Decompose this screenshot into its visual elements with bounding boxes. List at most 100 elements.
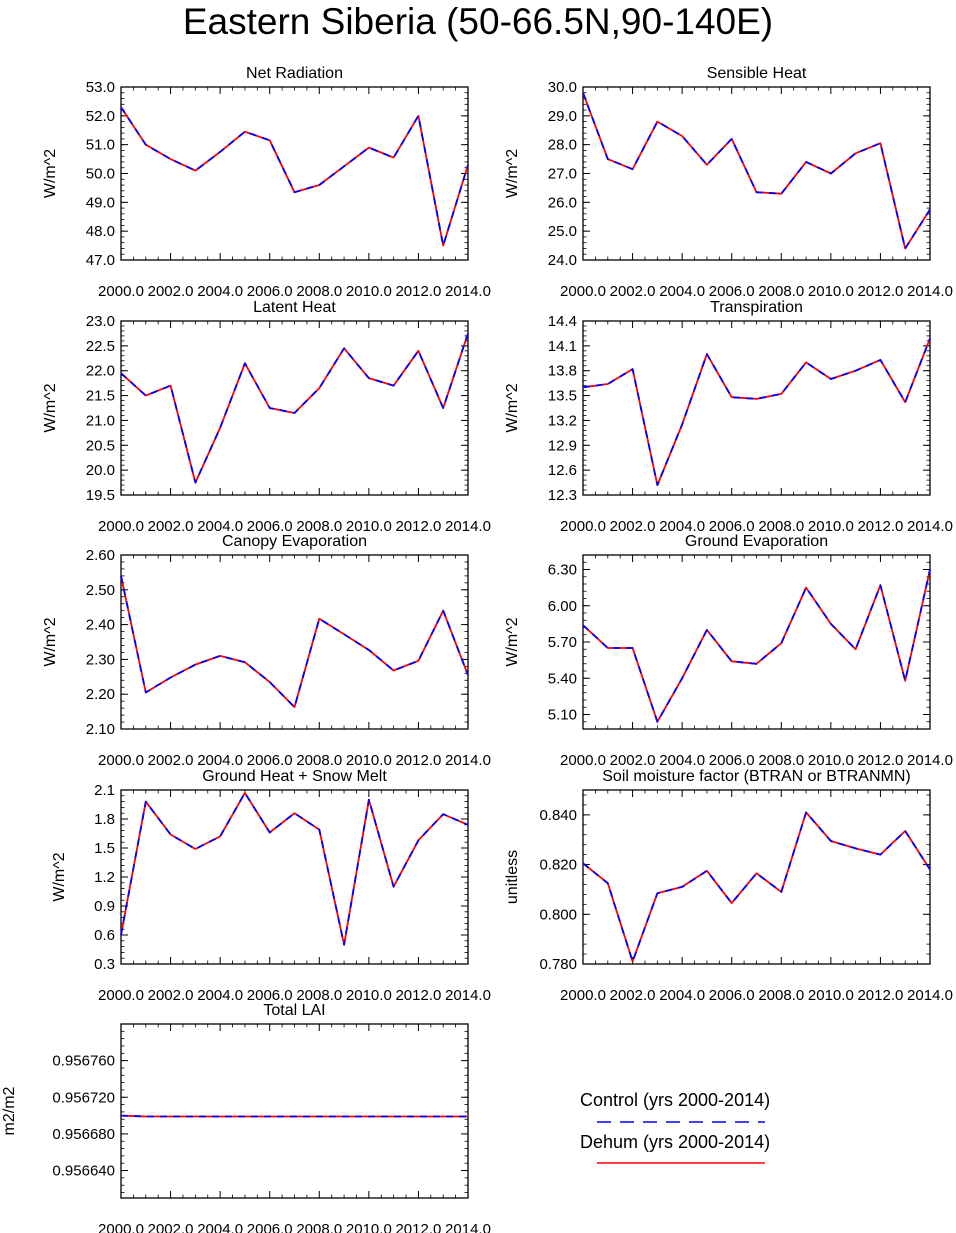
y-tick-label: 0.800 (539, 906, 577, 923)
plot-frame (120, 1023, 469, 1199)
x-tick-label: 2000.0 (98, 283, 144, 300)
x-tick-label: 2004.0 (659, 987, 705, 1004)
y-tick-label: 52.0 (86, 108, 115, 125)
y-tick-label: 47.0 (86, 252, 115, 269)
y-tick-label: 0.840 (539, 807, 577, 824)
plot-frame (582, 554, 931, 730)
y-tick-label: 51.0 (86, 137, 115, 154)
y-tick-label: 22.0 (86, 363, 115, 380)
y-tick-label: 25.0 (548, 223, 577, 240)
x-tick-label: 2010.0 (808, 518, 854, 535)
x-tick-label: 2002.0 (148, 1221, 194, 1233)
x-tick-label: 2000.0 (98, 1221, 144, 1233)
series-line-dehum (120, 575, 469, 708)
series-line-control (120, 792, 469, 946)
x-tick-label: 2000.0 (98, 752, 144, 769)
x-tick-label: 2014.0 (445, 752, 491, 769)
x-tick-label: 2004.0 (659, 752, 705, 769)
plot-frame (120, 86, 469, 261)
y-tick-label: 20.0 (86, 462, 115, 479)
series-line-control (120, 333, 469, 484)
x-tick-label: 2002.0 (148, 752, 194, 769)
y-tick-label: 24.0 (548, 252, 577, 269)
legend-label-control: Control (yrs 2000-2014) (580, 1090, 771, 1110)
y-tick-label: 1.5 (94, 840, 115, 857)
x-tick-label: 2000.0 (98, 987, 144, 1004)
y-tick-label: 6.00 (548, 598, 577, 615)
series-line-dehum (582, 811, 931, 963)
y-tick-label: 0.3 (94, 956, 115, 973)
y-axis-label: W/m^2 (42, 149, 59, 198)
y-tick-label: 5.10 (548, 707, 577, 724)
plot-frame (582, 86, 931, 261)
plot-frame (120, 320, 469, 496)
chart-title: Transpiration (710, 299, 803, 316)
y-tick-label: 28.0 (548, 137, 577, 154)
y-axis-label: W/m^2 (42, 617, 59, 666)
x-tick-label: 2010.0 (808, 987, 854, 1004)
x-tick-label: 2012.0 (857, 752, 903, 769)
series-line-dehum (582, 92, 931, 250)
plot-frame (120, 554, 469, 730)
series-line-dehum (120, 106, 469, 247)
chart-title: Soil moisture factor (BTRAN or BTRANMN) (602, 768, 911, 785)
y-tick-label: 2.1 (94, 782, 115, 799)
y-tick-label: 49.0 (86, 194, 115, 211)
x-tick-label: 2008.0 (296, 752, 342, 769)
y-tick-label: 0.956760 (52, 1053, 115, 1070)
y-tick-label: 1.8 (94, 811, 115, 828)
y-tick-label: 0.780 (539, 956, 577, 973)
x-tick-label: 2006.0 (247, 752, 293, 769)
y-tick-label: 27.0 (548, 166, 577, 183)
y-tick-label: 23.0 (86, 313, 115, 330)
x-tick-label: 2012.0 (395, 987, 441, 1004)
y-axis-label: m2/m2 (1, 1086, 18, 1135)
x-tick-label: 2004.0 (197, 1221, 243, 1233)
x-tick-label: 2014.0 (445, 1221, 491, 1233)
series-line-control (120, 106, 469, 247)
chart-panel: Canopy Evaporation 2000.0 2002.0 2004.0 2006… (42, 533, 491, 769)
y-axis-label: W/m^2 (51, 852, 68, 901)
y-tick-label: 5.40 (548, 670, 577, 687)
x-tick-label: 2006.0 (247, 518, 293, 535)
series-line-control (120, 575, 469, 708)
x-tick-label: 2004.0 (659, 283, 705, 300)
y-tick-label: 14.4 (548, 313, 577, 330)
x-tick-label: 2002.0 (148, 987, 194, 1004)
y-tick-label: 21.5 (86, 388, 115, 405)
chart-title: Ground Evaporation (685, 533, 828, 550)
x-tick-label: 2010.0 (346, 987, 392, 1004)
chart-title: Total LAI (263, 1002, 325, 1019)
y-tick-label: 5.70 (548, 634, 577, 651)
x-tick-label: 2004.0 (197, 752, 243, 769)
x-tick-label: 2010.0 (346, 518, 392, 535)
series-line-control (582, 811, 931, 963)
legend-label-dehum: Dehum (yrs 2000-2014) (580, 1132, 771, 1152)
x-tick-label: 2012.0 (395, 283, 441, 300)
plot-frame (120, 789, 469, 965)
x-tick-label: 2002.0 (148, 283, 194, 300)
series-line-control (120, 1114, 468, 1118)
x-tick-label: 2014.0 (907, 283, 953, 300)
y-tick-label: 20.5 (86, 437, 115, 454)
chart-panel: Soil moisture factor (BTRAN or BTRANMN) 2… (504, 768, 953, 1004)
y-axis-label: W/m^2 (504, 149, 521, 198)
x-tick-label: 2010.0 (808, 283, 854, 300)
x-tick-label: 2002.0 (148, 518, 194, 535)
y-tick-label: 2.30 (86, 651, 115, 668)
y-tick-label: 48.0 (86, 223, 115, 240)
x-tick-label: 2008.0 (758, 518, 804, 535)
x-tick-label: 2012.0 (857, 518, 903, 535)
y-tick-label: 0.956720 (52, 1089, 115, 1106)
x-tick-label: 2012.0 (395, 518, 441, 535)
x-tick-label: 2004.0 (659, 518, 705, 535)
y-tick-label: 2.60 (86, 547, 115, 564)
x-tick-label: 2014.0 (445, 518, 491, 535)
chart-panel: Latent Heat 2000.0 2002.0 2004.0 2006.0 2008.… (42, 299, 491, 535)
x-tick-label: 2014.0 (445, 987, 491, 1004)
x-tick-label: 2002.0 (610, 752, 656, 769)
chart-title: Net Radiation (246, 65, 343, 82)
y-tick-label: 6.30 (548, 562, 577, 579)
x-tick-label: 2006.0 (709, 283, 755, 300)
